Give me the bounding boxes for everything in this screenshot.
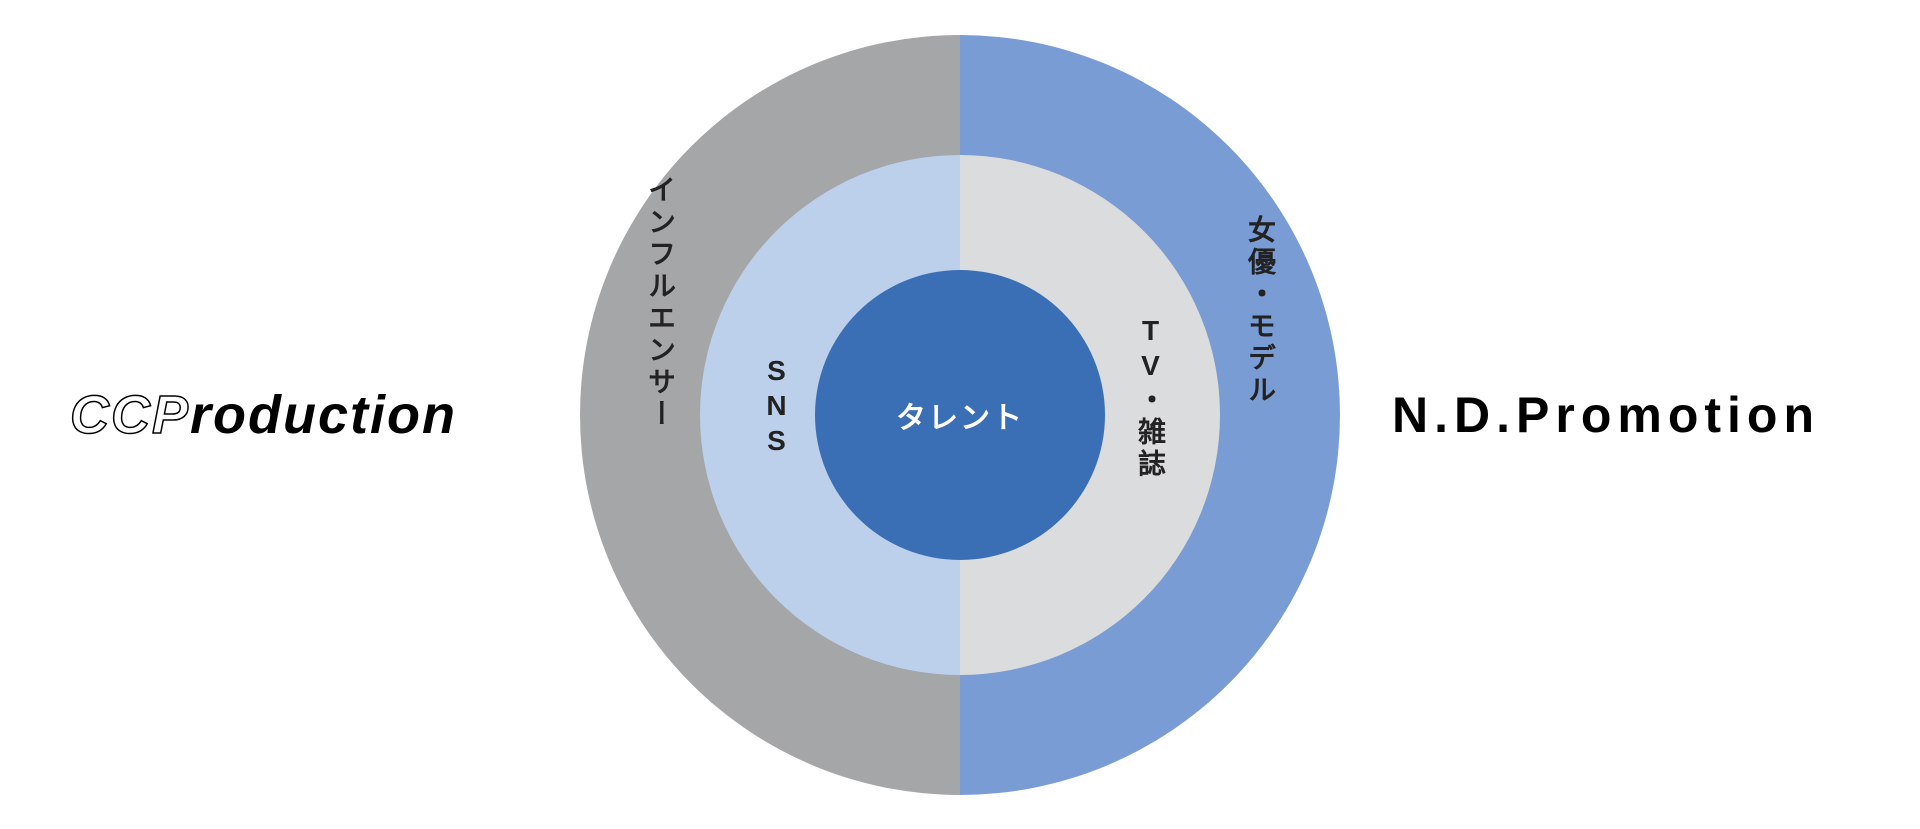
brand-left: CCProduction <box>70 384 457 446</box>
brand-left-prefix: CCP <box>70 385 190 445</box>
outer-right-label: 女優・モデル <box>1240 215 1280 407</box>
center-label: タレント <box>896 393 1024 437</box>
outer-left-label: インフルエンサー <box>640 175 680 431</box>
middle-left-label: SNS <box>760 355 792 460</box>
brand-right: N.D.Promotion <box>1392 386 1820 444</box>
middle-right-label: TV・雑誌 <box>1130 315 1170 481</box>
brand-left-suffix: roduction <box>190 385 457 445</box>
ring-inner: タレント <box>815 270 1105 560</box>
stage: CCProduction N.D.Promotion タレント インフルエンサー… <box>0 0 1920 829</box>
concentric-diagram: タレント インフルエンサー 女優・モデル SNS TV・雑誌 <box>580 35 1340 795</box>
